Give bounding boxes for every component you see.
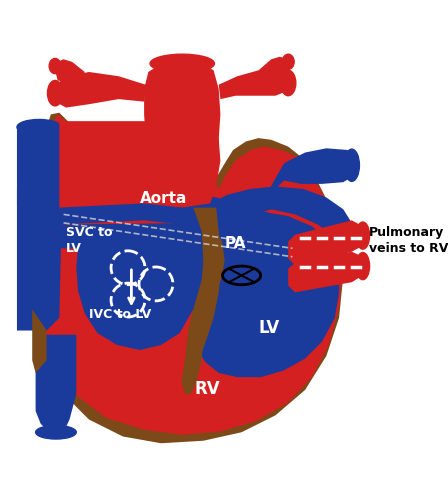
- Ellipse shape: [280, 70, 296, 96]
- Polygon shape: [210, 186, 352, 248]
- Ellipse shape: [150, 54, 215, 73]
- Polygon shape: [263, 148, 356, 212]
- Text: IVC to LV: IVC to LV: [89, 308, 151, 321]
- Polygon shape: [59, 223, 205, 350]
- Text: PA: PA: [224, 236, 246, 252]
- Polygon shape: [17, 189, 348, 267]
- Ellipse shape: [17, 120, 61, 134]
- Polygon shape: [188, 208, 220, 368]
- Ellipse shape: [49, 58, 61, 74]
- Polygon shape: [219, 70, 288, 99]
- Polygon shape: [181, 216, 222, 394]
- Text: Pulmonary
veins to RV: Pulmonary veins to RV: [369, 226, 448, 254]
- Polygon shape: [32, 310, 47, 373]
- Ellipse shape: [47, 80, 63, 106]
- Polygon shape: [17, 127, 64, 330]
- Polygon shape: [144, 60, 220, 226]
- Text: LV: LV: [258, 319, 280, 337]
- Text: Aorta: Aorta: [140, 192, 187, 206]
- Polygon shape: [59, 204, 210, 229]
- Text: SVC to
LV: SVC to LV: [66, 226, 112, 254]
- Polygon shape: [30, 114, 342, 435]
- Polygon shape: [125, 208, 224, 290]
- Polygon shape: [55, 60, 85, 82]
- Ellipse shape: [344, 149, 359, 182]
- Polygon shape: [288, 252, 363, 292]
- Ellipse shape: [356, 222, 370, 249]
- Ellipse shape: [282, 54, 294, 70]
- Polygon shape: [35, 335, 76, 432]
- Polygon shape: [288, 220, 363, 266]
- Polygon shape: [55, 72, 146, 108]
- Polygon shape: [59, 121, 220, 212]
- Polygon shape: [258, 56, 290, 80]
- Polygon shape: [193, 212, 339, 377]
- Ellipse shape: [356, 252, 370, 280]
- Polygon shape: [24, 112, 343, 444]
- Text: RV: RV: [195, 380, 220, 398]
- Ellipse shape: [35, 426, 76, 439]
